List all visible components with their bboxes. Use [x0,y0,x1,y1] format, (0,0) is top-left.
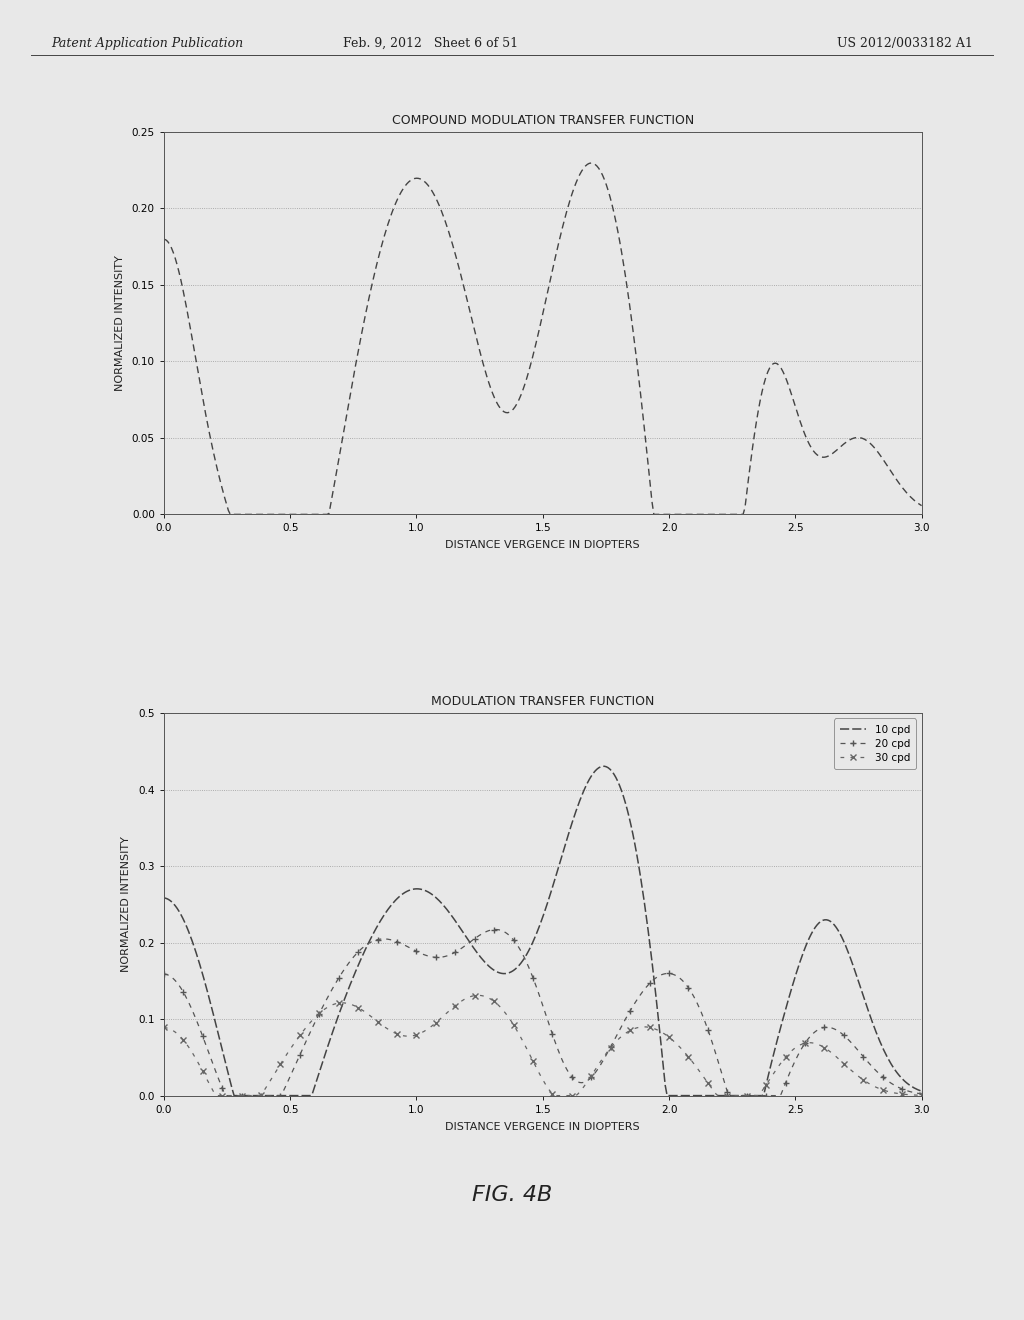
Y-axis label: NORMALIZED INTENSITY: NORMALIZED INTENSITY [122,837,131,973]
Title: COMPOUND MODULATION TRANSFER FUNCTION: COMPOUND MODULATION TRANSFER FUNCTION [391,114,694,127]
X-axis label: DISTANCE VERGENCE IN DIOPTERS: DISTANCE VERGENCE IN DIOPTERS [445,1122,640,1131]
Text: Feb. 9, 2012   Sheet 6 of 51: Feb. 9, 2012 Sheet 6 of 51 [342,37,518,50]
Legend: 10 cpd, 20 cpd, 30 cpd: 10 cpd, 20 cpd, 30 cpd [835,718,916,770]
Text: FIG. 4B: FIG. 4B [472,1184,552,1205]
Text: US 2012/0033182 A1: US 2012/0033182 A1 [837,37,973,50]
Title: MODULATION TRANSFER FUNCTION: MODULATION TRANSFER FUNCTION [431,694,654,708]
Text: Patent Application Publication: Patent Application Publication [51,37,244,50]
Y-axis label: NORMALIZED INTENSITY: NORMALIZED INTENSITY [115,255,125,391]
X-axis label: DISTANCE VERGENCE IN DIOPTERS: DISTANCE VERGENCE IN DIOPTERS [445,540,640,550]
